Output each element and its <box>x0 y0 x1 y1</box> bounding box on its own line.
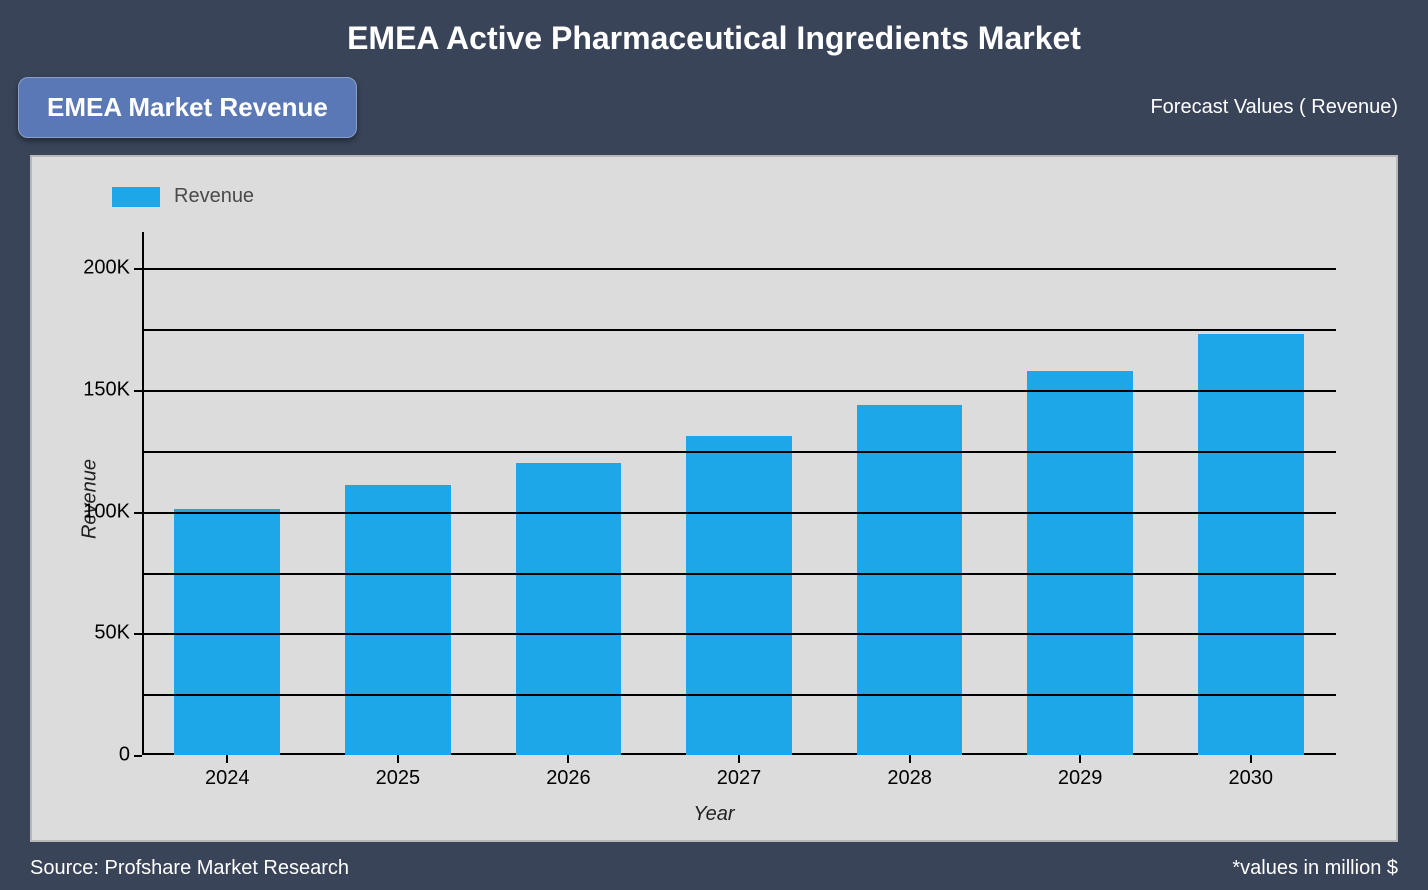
bar <box>174 509 280 755</box>
bar-slot: 2024 <box>142 232 313 755</box>
bars-row: 2024202520262027202820292030 <box>142 232 1336 755</box>
x-tick-mark <box>226 755 228 763</box>
x-tick-label: 2030 <box>1229 767 1274 790</box>
y-tick-label: 150K <box>83 379 130 402</box>
chart-container: EMEA Active Pharmaceutical Ingredients M… <box>0 0 1428 890</box>
x-tick-mark <box>1250 755 1252 763</box>
footer-source: Source: Profshare Market Research <box>30 857 349 880</box>
bar <box>857 405 963 755</box>
bar-slot: 2026 <box>483 232 654 755</box>
x-tick-mark <box>567 755 569 763</box>
bar-slot: 2030 <box>1165 232 1336 755</box>
legend-label: Revenue <box>174 185 254 208</box>
x-tick-label: 2025 <box>376 767 421 790</box>
gridline <box>142 512 1336 514</box>
bar <box>345 485 451 755</box>
bar <box>516 463 622 755</box>
footer: Source: Profshare Market Research *value… <box>30 857 1398 880</box>
chart-area: Revenue Revenue Year 2024202520262027202… <box>30 155 1398 842</box>
y-tick-label: 50K <box>94 622 130 645</box>
gridline <box>142 390 1336 392</box>
x-tick-mark <box>1079 755 1081 763</box>
x-tick-mark <box>738 755 740 763</box>
bar <box>1198 334 1304 755</box>
y-axis-label: Revenue <box>79 458 102 538</box>
x-tick-label: 2027 <box>717 767 762 790</box>
x-axis-label: Year <box>693 803 734 826</box>
legend: Revenue <box>112 185 254 208</box>
bar-slot: 2025 <box>313 232 484 755</box>
gridline <box>142 268 1336 270</box>
bar-slot: 2027 <box>654 232 825 755</box>
y-tick-mark <box>134 390 142 392</box>
x-tick-mark <box>397 755 399 763</box>
y-tick-mark <box>134 512 142 514</box>
y-tick-label: 100K <box>83 500 130 523</box>
subtitle-badge: EMEA Market Revenue <box>18 77 357 138</box>
gridline <box>142 573 1336 575</box>
footer-units: *values in million $ <box>1232 857 1398 880</box>
bar-slot: 2029 <box>995 232 1166 755</box>
gridline <box>142 451 1336 453</box>
y-tick-label: 200K <box>83 257 130 280</box>
gridline <box>142 633 1336 635</box>
header-row: EMEA Market Revenue Forecast Values ( Re… <box>0 57 1428 138</box>
gridline <box>142 694 1336 696</box>
bar <box>1027 371 1133 755</box>
plot-area: 2024202520262027202820292030 050K100K150… <box>142 232 1336 755</box>
y-tick-mark <box>134 755 142 757</box>
main-title: EMEA Active Pharmaceutical Ingredients M… <box>0 0 1428 57</box>
x-tick-label: 2026 <box>546 767 591 790</box>
x-tick-label: 2029 <box>1058 767 1103 790</box>
x-tick-mark <box>909 755 911 763</box>
x-tick-label: 2028 <box>887 767 932 790</box>
forecast-label: Forecast Values ( Revenue) <box>1150 96 1398 119</box>
bar <box>686 436 792 755</box>
gridline <box>142 329 1336 331</box>
y-tick-label: 0 <box>119 744 130 767</box>
bar-slot: 2028 <box>824 232 995 755</box>
x-tick-label: 2024 <box>205 767 250 790</box>
y-tick-mark <box>134 268 142 270</box>
y-tick-mark <box>134 633 142 635</box>
legend-swatch <box>112 187 160 207</box>
